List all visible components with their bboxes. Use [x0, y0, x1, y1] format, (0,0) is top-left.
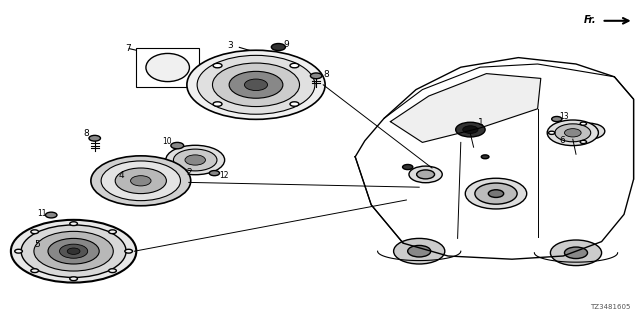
- Text: 2: 2: [186, 168, 191, 177]
- Circle shape: [171, 142, 184, 149]
- Circle shape: [91, 156, 191, 206]
- Text: 3: 3: [228, 41, 233, 50]
- Circle shape: [555, 124, 591, 142]
- Text: 4: 4: [119, 171, 124, 180]
- Circle shape: [67, 248, 80, 254]
- Circle shape: [197, 55, 315, 114]
- Circle shape: [548, 131, 555, 134]
- Circle shape: [310, 73, 322, 79]
- Circle shape: [101, 161, 180, 201]
- Circle shape: [21, 225, 126, 277]
- Circle shape: [213, 63, 222, 68]
- Circle shape: [409, 166, 442, 183]
- Circle shape: [70, 277, 77, 281]
- Circle shape: [31, 230, 38, 234]
- Circle shape: [244, 79, 268, 91]
- Text: 6: 6: [559, 136, 564, 145]
- Circle shape: [173, 149, 217, 171]
- Circle shape: [290, 63, 299, 68]
- Circle shape: [403, 164, 413, 170]
- Circle shape: [417, 170, 435, 179]
- Circle shape: [580, 140, 587, 144]
- Circle shape: [34, 231, 113, 271]
- Circle shape: [48, 238, 99, 264]
- Circle shape: [290, 102, 299, 106]
- Circle shape: [11, 220, 136, 283]
- Bar: [136, 48, 199, 87]
- Circle shape: [131, 176, 151, 186]
- Circle shape: [213, 102, 222, 106]
- Circle shape: [456, 122, 485, 137]
- Circle shape: [552, 116, 562, 122]
- Text: 8: 8: [84, 129, 89, 138]
- Text: 8: 8: [324, 70, 329, 79]
- Text: 5: 5: [35, 240, 40, 249]
- Text: 11: 11: [37, 209, 46, 218]
- Circle shape: [463, 126, 478, 133]
- Circle shape: [408, 245, 431, 257]
- Text: Fr.: Fr.: [584, 15, 596, 25]
- Circle shape: [109, 230, 116, 234]
- Circle shape: [271, 44, 285, 51]
- Ellipse shape: [146, 53, 189, 82]
- Circle shape: [185, 155, 205, 165]
- Polygon shape: [390, 74, 541, 142]
- Circle shape: [166, 145, 225, 175]
- Text: 12: 12: [220, 171, 228, 180]
- Text: 7: 7: [125, 44, 131, 53]
- Circle shape: [465, 178, 527, 209]
- Circle shape: [125, 249, 132, 253]
- Circle shape: [564, 129, 581, 137]
- Circle shape: [550, 240, 602, 266]
- Circle shape: [229, 71, 283, 98]
- Circle shape: [31, 269, 38, 273]
- Text: 10: 10: [162, 137, 172, 146]
- Circle shape: [115, 168, 166, 194]
- Circle shape: [89, 135, 100, 141]
- Circle shape: [15, 249, 22, 253]
- Circle shape: [109, 269, 116, 273]
- Circle shape: [573, 123, 605, 139]
- Text: TZ3481605: TZ3481605: [590, 304, 630, 310]
- Circle shape: [580, 122, 587, 125]
- Circle shape: [187, 50, 325, 119]
- Circle shape: [488, 190, 504, 197]
- Circle shape: [45, 212, 57, 218]
- Circle shape: [209, 171, 220, 176]
- Circle shape: [394, 238, 445, 264]
- Circle shape: [475, 183, 517, 204]
- Circle shape: [580, 127, 598, 136]
- Circle shape: [564, 247, 588, 259]
- Circle shape: [481, 155, 489, 159]
- Text: 13: 13: [559, 112, 570, 121]
- Circle shape: [547, 120, 598, 146]
- Circle shape: [60, 244, 88, 258]
- Circle shape: [70, 222, 77, 226]
- Text: 1: 1: [479, 118, 484, 127]
- Circle shape: [212, 63, 300, 107]
- Text: 9: 9: [284, 40, 289, 49]
